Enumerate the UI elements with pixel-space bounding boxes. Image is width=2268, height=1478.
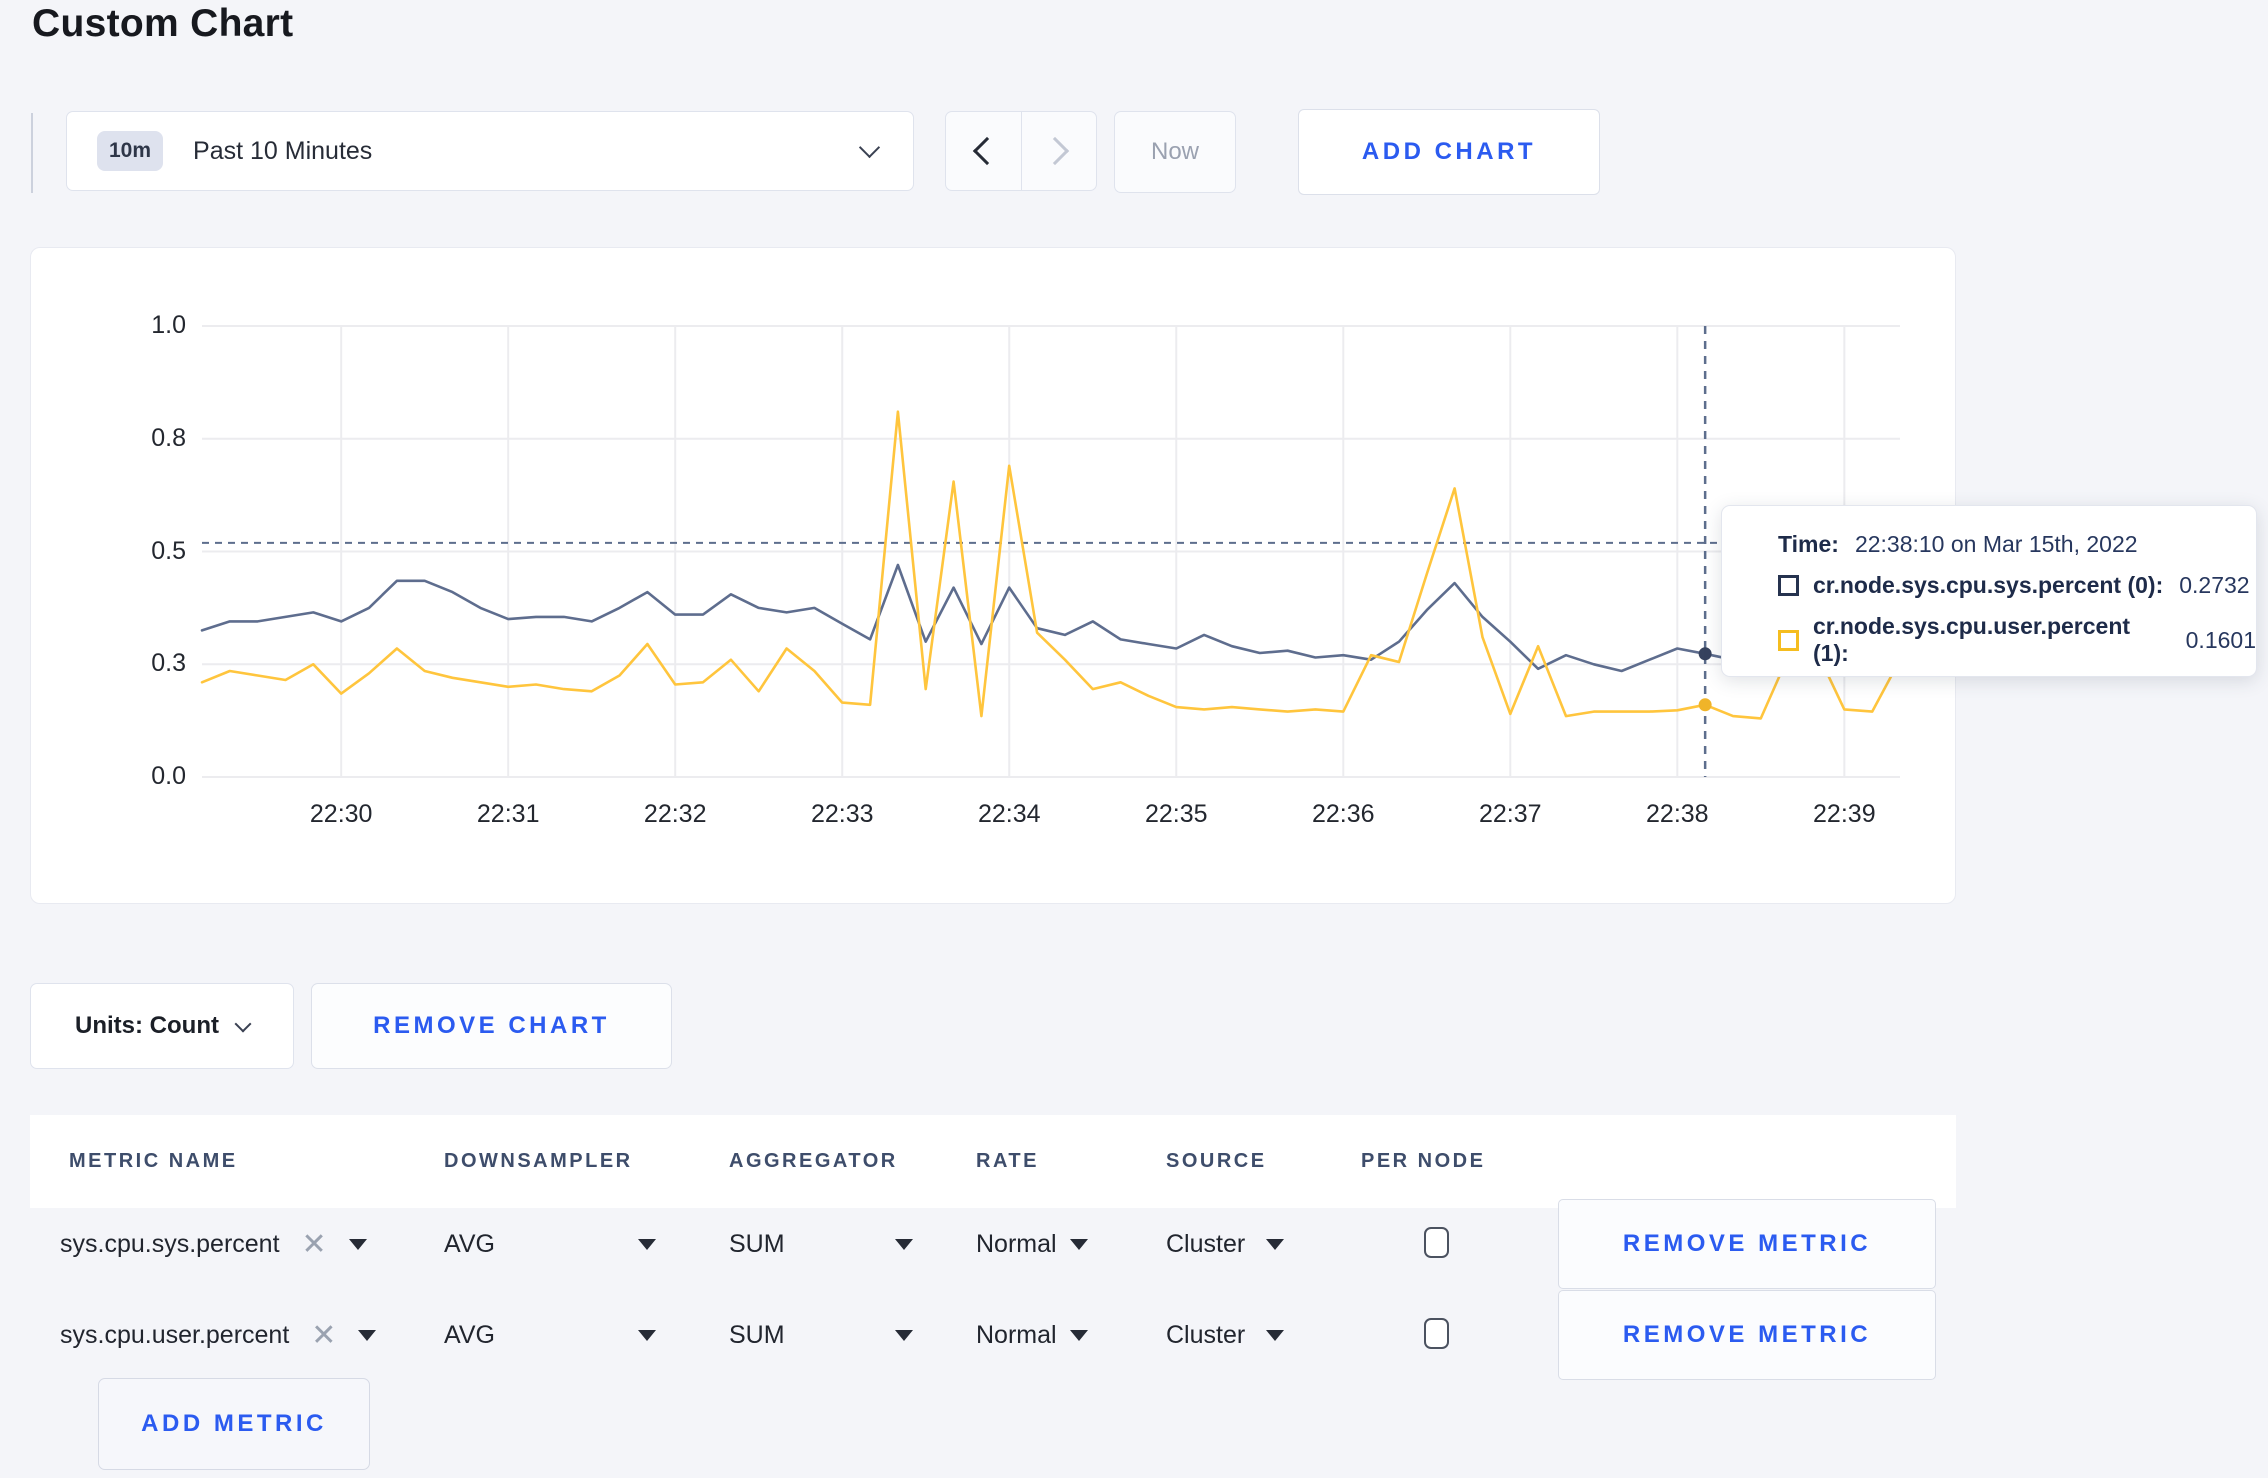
series-legend-square-icon — [1778, 629, 1799, 651]
time-nav-buttons — [945, 111, 1097, 191]
per-node-checkbox[interactable] — [1424, 1227, 1449, 1258]
tooltip-series-row: cr.node.sys.cpu.user.percent (1): 0.1601 — [1778, 613, 2256, 667]
time-scale-badge: 10m — [97, 131, 164, 171]
column-header-metric-name: METRIC NAME — [69, 1150, 238, 1172]
hover-marker-dot — [1698, 647, 1712, 661]
downsampler-select[interactable]: AVG — [444, 1199, 656, 1290]
units-select[interactable]: Units: Count — [30, 983, 294, 1069]
metric-name-cell[interactable]: sys.cpu.user.percent ✕ — [60, 1290, 377, 1381]
downsampler-value: AVG — [444, 1321, 495, 1349]
caret-down-icon — [895, 1330, 913, 1341]
caret-down-icon — [895, 1239, 913, 1250]
add-chart-button[interactable]: ADD CHART — [1298, 109, 1600, 195]
remove-chart-button[interactable]: REMOVE CHART — [311, 983, 672, 1069]
x-axis-tick-label: 22:31 — [476, 800, 540, 828]
y-axis-tick-label: 0.3 — [151, 649, 186, 678]
tooltip-series-row: cr.node.sys.cpu.sys.percent (0): 0.2732 — [1778, 572, 2256, 599]
remove-metric-button[interactable]: REMOVE METRIC — [1558, 1290, 1936, 1380]
page-title: Custom Chart — [32, 2, 294, 45]
y-axis-tick-label: 0.5 — [151, 536, 186, 565]
metric-row: sys.cpu.user.percent ✕ AVG SUM Normal Cl… — [0, 1290, 2268, 1381]
metric-name-label: sys.cpu.sys.percent — [60, 1230, 280, 1258]
column-header-source: SOURCE — [1166, 1150, 1267, 1172]
series-line-1 — [200, 410, 1902, 720]
metric-name-cell[interactable]: sys.cpu.sys.percent ✕ — [60, 1199, 367, 1290]
caret-down-icon — [1070, 1239, 1088, 1250]
rate-value: Normal — [976, 1321, 1057, 1349]
column-header-rate: RATE — [976, 1150, 1039, 1172]
x-axis-tick-label: 22:35 — [1144, 800, 1208, 828]
aggregator-value: SUM — [729, 1230, 785, 1258]
time-range-select[interactable]: 10m Past 10 Minutes — [66, 111, 914, 191]
x-axis-tick-label: 22:37 — [1479, 800, 1542, 828]
x-axis-tick-label: 22:33 — [810, 800, 874, 828]
series-legend-square-icon — [1778, 575, 1799, 596]
caret-down-icon — [638, 1239, 656, 1250]
chart-card — [30, 247, 1956, 904]
now-button[interactable]: Now — [1114, 111, 1236, 193]
source-select[interactable]: Cluster — [1166, 1290, 1284, 1381]
caret-down-icon — [638, 1330, 656, 1341]
caret-down-icon — [1070, 1330, 1088, 1341]
metric-name-label: sys.cpu.user.percent — [60, 1321, 290, 1349]
downsampler-value: AVG — [444, 1230, 495, 1258]
column-header-aggregator: AGGREGATOR — [729, 1150, 898, 1172]
series-line-0 — [200, 563, 1902, 673]
per-node-checkbox[interactable] — [1424, 1318, 1449, 1349]
rate-value: Normal — [976, 1230, 1057, 1258]
y-axis-tick-label: 0.8 — [151, 423, 186, 452]
aggregator-value: SUM — [729, 1321, 785, 1349]
x-axis-tick-label: 22:36 — [1311, 800, 1375, 828]
tooltip-series-value: 0.1601 — [2185, 626, 2256, 653]
x-axis-tick-label: 22:38 — [1646, 800, 1709, 828]
caret-down-icon[interactable] — [348, 1239, 367, 1250]
metric-row: sys.cpu.sys.percent ✕ AVG SUM Normal Clu… — [0, 1199, 2268, 1290]
rate-select[interactable]: Normal — [976, 1290, 1088, 1381]
clear-metric-icon[interactable]: ✕ — [301, 1226, 327, 1262]
source-value: Cluster — [1166, 1230, 1246, 1258]
tooltip-time-value: 22:38:10 on Mar 15th, 2022 — [1854, 531, 2138, 557]
aggregator-select[interactable]: SUM — [729, 1199, 913, 1290]
caret-down-icon[interactable] — [358, 1330, 377, 1341]
hover-marker-dot — [1698, 698, 1712, 712]
units-select-label: Units: Count — [75, 1012, 219, 1039]
source-value: Cluster — [1166, 1321, 1246, 1349]
tooltip-series-name: cr.node.sys.cpu.user.percent (1): — [1813, 613, 2131, 666]
chart-tooltip: Time: 22:38:10 on Mar 15th, 2022 cr.node… — [1721, 505, 2257, 677]
clear-metric-icon[interactable]: ✕ — [311, 1317, 337, 1353]
tooltip-series-value: 0.2732 — [2179, 572, 2250, 598]
x-axis-tick-label: 22:30 — [309, 800, 373, 828]
time-range-label: Past 10 Minutes — [193, 136, 373, 165]
source-select[interactable]: Cluster — [1166, 1199, 1284, 1290]
rate-select[interactable]: Normal — [976, 1199, 1088, 1290]
y-axis-tick-label: 1.0 — [151, 311, 186, 339]
remove-metric-button[interactable]: REMOVE METRIC — [1558, 1199, 1936, 1289]
x-axis-tick-label: 22:34 — [977, 800, 1041, 828]
x-axis-tick-label: 22:32 — [643, 800, 707, 828]
x-axis-tick-label: 22:39 — [1813, 800, 1876, 828]
next-time-button[interactable] — [1020, 112, 1097, 190]
metrics-table-header: METRIC NAME DOWNSAMPLER AGGREGATOR RATE … — [30, 1115, 1956, 1208]
tooltip-series-name: cr.node.sys.cpu.sys.percent (0): — [1813, 572, 2164, 598]
caret-down-icon — [1266, 1330, 1284, 1341]
toolbar-accent-divider — [31, 113, 33, 193]
tooltip-time-label: Time: — [1778, 531, 1839, 557]
column-header-downsampler: DOWNSAMPLER — [444, 1150, 633, 1172]
downsampler-select[interactable]: AVG — [444, 1290, 656, 1381]
tooltip-time-row: Time: 22:38:10 on Mar 15th, 2022 — [1778, 531, 2256, 558]
add-metric-button[interactable]: ADD METRIC — [98, 1378, 370, 1470]
column-header-per-node: PER NODE — [1361, 1150, 1486, 1172]
y-axis-tick-label: 0.0 — [151, 762, 186, 790]
aggregator-select[interactable]: SUM — [729, 1290, 913, 1381]
caret-down-icon — [1266, 1239, 1284, 1250]
